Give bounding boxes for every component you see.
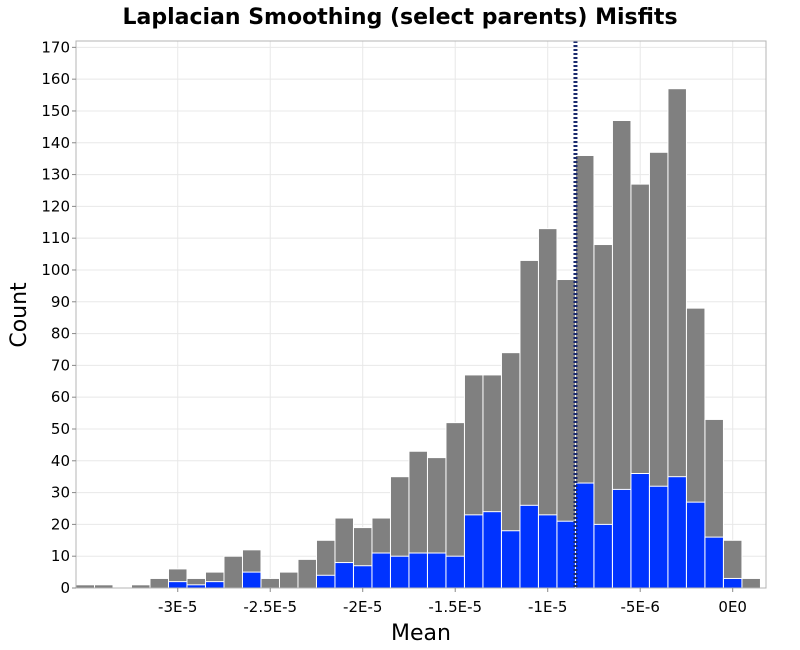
- bar-total: [278, 571, 299, 589]
- bar-selected: [352, 565, 373, 589]
- y-axis-ticks: 0 10 20 30 40 50 60 70 80 90 100 110 120 130 140 150 160…: [41, 38, 76, 597]
- x-tick-label: 0E0: [718, 598, 747, 616]
- y-tick-label: 60: [51, 388, 70, 406]
- y-tick-label: 50: [51, 420, 70, 438]
- x-tick-label: -3E-5: [158, 598, 197, 616]
- bar-selected: [371, 552, 391, 589]
- bar-selected: [167, 581, 188, 589]
- y-tick-label: 120: [41, 197, 70, 215]
- y-tick-label: 10: [51, 547, 70, 565]
- x-tick-label: -2.5E-5: [243, 598, 297, 616]
- bar-selected: [482, 511, 502, 589]
- bar-selected: [500, 530, 521, 589]
- bar-selected: [241, 571, 262, 589]
- x-axis-ticks: -3E-5 -2.5E-5 -2E-5 -1.5E-5 -1E-5 -5E-6 0E0: [158, 588, 747, 616]
- bar-selected: [334, 562, 354, 589]
- y-tick-label: 20: [51, 515, 70, 533]
- bar-selected: [445, 555, 465, 589]
- bar-selected: [315, 574, 336, 589]
- x-tick-label: -1.5E-5: [428, 598, 482, 616]
- x-tick-label: -5E-6: [621, 598, 660, 616]
- bar-selected: [685, 501, 706, 589]
- bar-total: [297, 558, 317, 589]
- bar-selected: [408, 552, 428, 589]
- y-tick-label: 110: [41, 229, 70, 247]
- x-axis-label: Mean: [391, 621, 451, 646]
- bar-selected: [556, 520, 576, 589]
- plot-frame: [75, 40, 767, 589]
- y-tick-label: 80: [51, 325, 70, 343]
- bar-selected: [426, 552, 447, 589]
- bar-selected: [204, 581, 225, 589]
- x-tick-label: -1E-5: [528, 598, 567, 616]
- bar-selected: [519, 504, 539, 589]
- y-tick-label: 170: [41, 38, 70, 56]
- bar-total: [223, 555, 243, 589]
- bar-selected: [463, 514, 484, 589]
- bar-total: [260, 577, 280, 589]
- bar-selected: [667, 476, 687, 589]
- bars: [75, 88, 761, 589]
- bar-selected: [648, 485, 669, 589]
- y-tick-label: 70: [51, 356, 70, 374]
- y-tick-label: 140: [41, 134, 70, 152]
- y-tick-label: 90: [51, 293, 70, 311]
- bar-selected: [630, 473, 650, 589]
- bar-selected: [593, 523, 613, 589]
- chart-title: Laplacian Smoothing (select parents) Mis…: [122, 5, 677, 30]
- bar-selected: [722, 577, 743, 589]
- bar-total: [741, 577, 761, 589]
- y-tick-label: 160: [41, 70, 70, 88]
- y-tick-label: 30: [51, 484, 70, 502]
- y-axis-label: Count: [7, 282, 32, 348]
- bar-selected: [611, 488, 632, 589]
- y-tick-label: 40: [51, 452, 70, 470]
- x-tick-label: -2E-5: [343, 598, 382, 616]
- y-tick-label: 150: [41, 102, 70, 120]
- bar-selected: [704, 536, 724, 589]
- bar-selected: [574, 482, 595, 589]
- bar-selected: [537, 514, 558, 589]
- y-tick-label: 0: [60, 579, 70, 597]
- y-tick-label: 100: [41, 261, 70, 279]
- bar-selected: [389, 555, 410, 589]
- y-tick-label: 130: [41, 166, 70, 184]
- bar-total: [149, 577, 169, 589]
